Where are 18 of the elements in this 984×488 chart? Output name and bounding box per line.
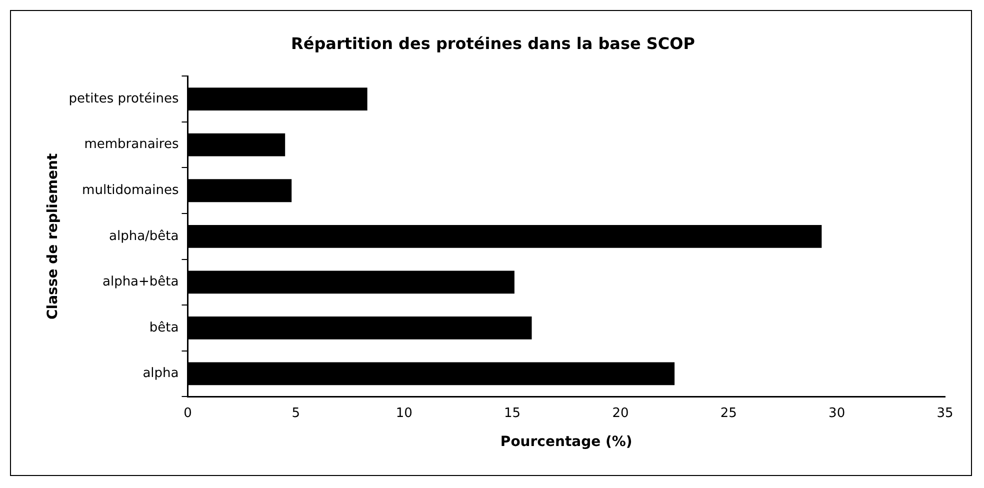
y-axis-title: Classe de repliement <box>45 152 62 320</box>
y-tick-label: multidomaines <box>82 183 179 198</box>
x-tick-label: 0 <box>184 406 192 421</box>
x-axis-title: Pourcentage (%) <box>500 434 632 450</box>
y-tick-label: alpha <box>142 366 179 382</box>
x-tick-label: 35 <box>936 406 954 421</box>
y-tick-label: alpha/bêta <box>109 228 179 244</box>
x-tick-label: 25 <box>720 406 737 421</box>
x-tick-label: 15 <box>504 406 521 421</box>
y-tick-label: alpha+bêta <box>102 274 179 290</box>
x-tick-label: 5 <box>292 406 300 421</box>
y-tick-label: bêta <box>149 320 179 336</box>
x-tick-label: 30 <box>828 406 846 421</box>
y-tick-label: petites protéines <box>68 91 179 106</box>
x-tick-label: 10 <box>396 406 412 421</box>
x-tick-label: 20 <box>612 406 629 421</box>
y-tick-label: membranaires <box>84 137 179 152</box>
chart-title: Répartition des protéines dans la base SCOP <box>291 34 696 53</box>
